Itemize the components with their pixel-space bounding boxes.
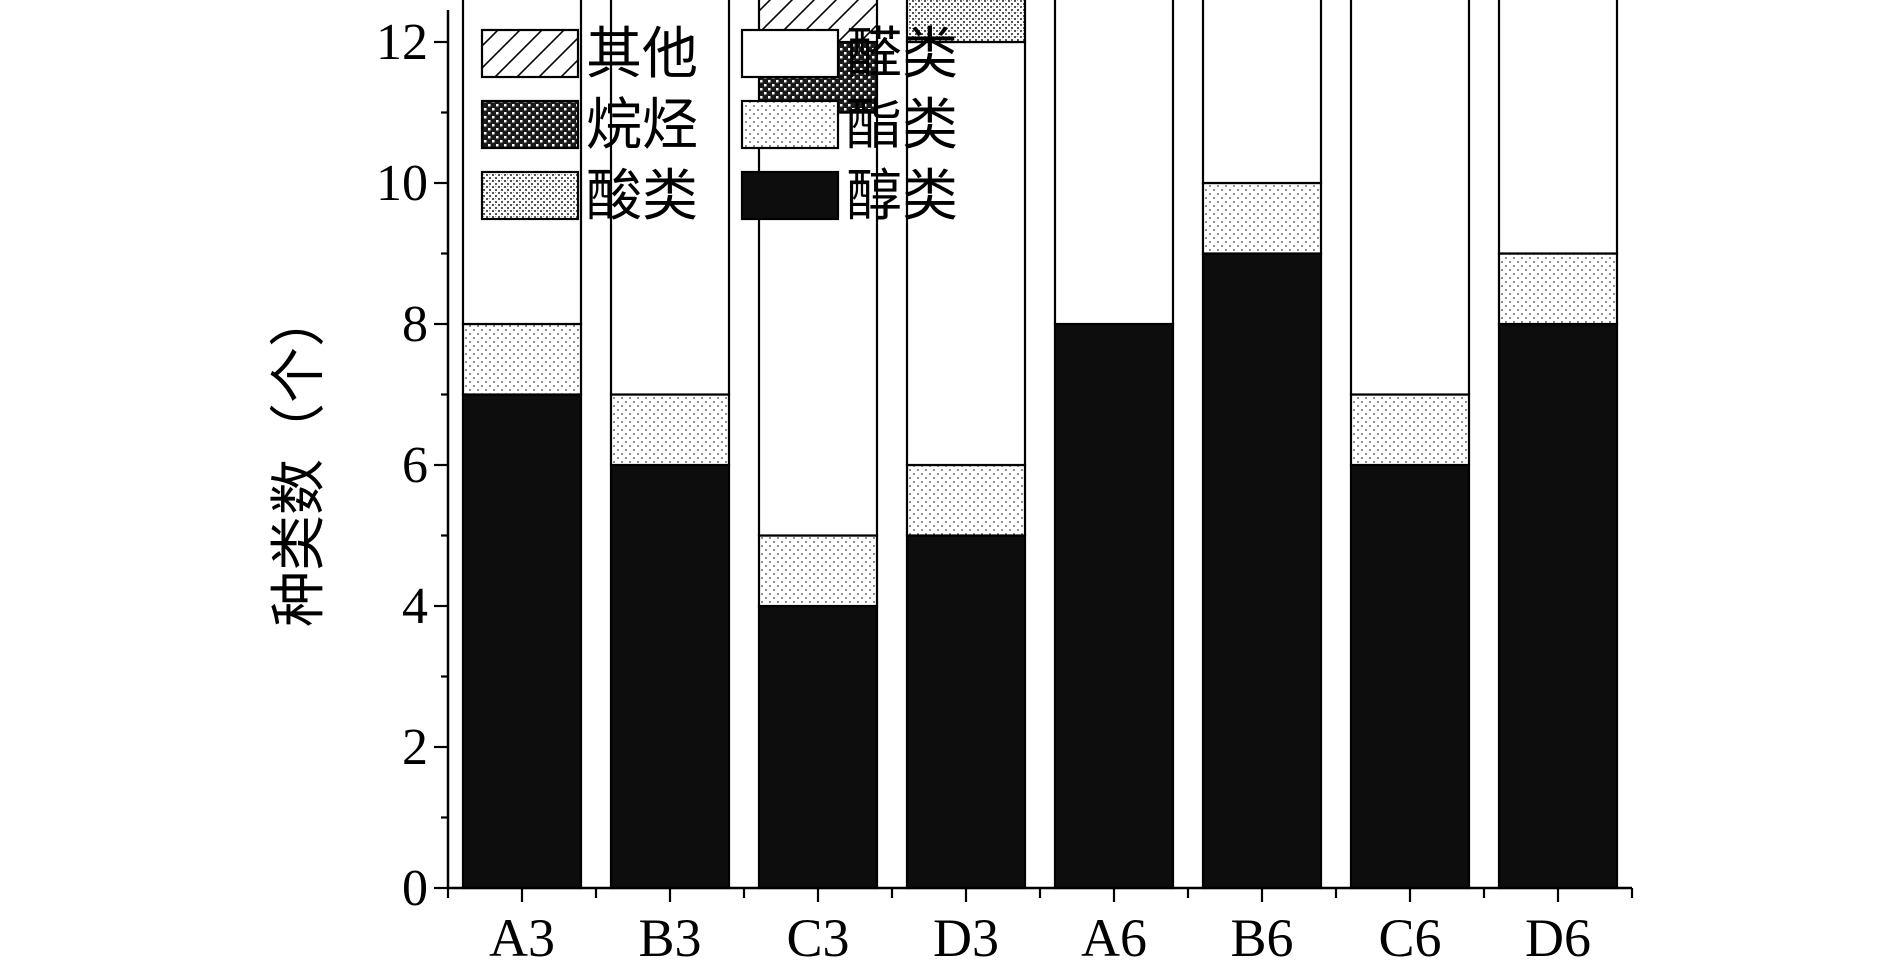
bar-segment-c6-醇类 bbox=[1349, 463, 1471, 890]
bar-segment-a3-醇类 bbox=[461, 393, 583, 890]
bar-stack-b3 bbox=[609, 0, 731, 890]
bar-stack-d3 bbox=[905, 0, 1027, 890]
legend-label: 酯类 bbox=[846, 93, 958, 158]
legend-label: 醇类 bbox=[846, 164, 958, 229]
x-tick-label-a6: A6 bbox=[1081, 908, 1147, 968]
legend-label: 酸类 bbox=[586, 164, 698, 229]
bar-stack-c6 bbox=[1349, 0, 1471, 890]
y-tick-label-0: 0 bbox=[402, 860, 428, 917]
legend-swatch bbox=[740, 28, 840, 79]
bar-segment-a3-酯类 bbox=[461, 322, 583, 396]
y-tick-label-6: 6 bbox=[402, 437, 428, 494]
bar-segment-d6-醇类 bbox=[1497, 322, 1619, 890]
legend-item-酸类: 酸类 bbox=[480, 164, 698, 229]
bar-segment-c3-酯类 bbox=[757, 534, 879, 608]
legend-swatch bbox=[740, 170, 840, 221]
bar-segment-b3-醇类 bbox=[609, 463, 731, 890]
bar-segment-d3-醇类 bbox=[905, 534, 1027, 890]
bar-segment-c6-醛类 bbox=[1349, 0, 1471, 396]
legend-item-醛类: 醛类 bbox=[740, 22, 958, 87]
legend-item-烷烃: 烷烃 bbox=[480, 93, 698, 158]
x-tick-label-b3: B3 bbox=[638, 908, 701, 968]
bar-segment-b3-酯类 bbox=[609, 393, 731, 467]
y-tick-label-4: 4 bbox=[402, 578, 428, 635]
legend-swatch bbox=[480, 99, 580, 150]
x-tick-label-c6: C6 bbox=[1378, 908, 1441, 968]
legend-label: 烷烃 bbox=[586, 93, 698, 158]
legend-item-其他: 其他 bbox=[480, 22, 698, 87]
bar-segment-d3-酯类 bbox=[905, 463, 1027, 537]
legend-swatch bbox=[480, 28, 580, 79]
y-tick-label-12: 12 bbox=[376, 14, 428, 71]
bar-segment-a6-醛类 bbox=[1053, 0, 1175, 326]
x-tick-label-c3: C3 bbox=[786, 908, 849, 968]
y-axis-title: 种类数（个） bbox=[267, 291, 332, 627]
bar-segment-b3-醛类 bbox=[609, 0, 731, 396]
bar-segment-d6-酯类 bbox=[1497, 252, 1619, 326]
bar-segment-c3-醇类 bbox=[757, 604, 879, 890]
bar-segment-d6-醛类 bbox=[1497, 0, 1619, 255]
legend-swatch bbox=[480, 170, 580, 221]
bar-segment-b6-酯类 bbox=[1201, 181, 1323, 255]
x-tick-label-d3: D3 bbox=[933, 908, 999, 968]
legend-label: 其他 bbox=[586, 22, 698, 87]
bar-segment-c6-酯类 bbox=[1349, 393, 1471, 467]
x-tick-label-b6: B6 bbox=[1230, 908, 1293, 968]
x-tick-label-a3: A3 bbox=[489, 908, 555, 968]
legend-label: 醛类 bbox=[846, 22, 958, 87]
bar-segment-b6-醇类 bbox=[1201, 252, 1323, 890]
bar-stack-a6 bbox=[1053, 0, 1175, 890]
bar-segment-a6-醇类 bbox=[1053, 322, 1175, 890]
bar-segment-b6-醛类 bbox=[1201, 0, 1323, 185]
bar-segment-d3-醛类 bbox=[905, 40, 1027, 467]
bar-segment-d3-酸类 bbox=[905, 0, 1027, 44]
y-tick-label-10: 10 bbox=[376, 155, 428, 212]
y-tick-label-8: 8 bbox=[402, 296, 428, 353]
legend-swatch bbox=[740, 99, 840, 150]
bar-stack-d6 bbox=[1497, 0, 1619, 890]
x-tick-label-d6: D6 bbox=[1525, 908, 1591, 968]
legend-item-醇类: 醇类 bbox=[740, 164, 958, 229]
bar-stack-b6 bbox=[1201, 0, 1323, 890]
legend-item-酯类: 酯类 bbox=[740, 93, 958, 158]
y-tick-label-2: 2 bbox=[402, 719, 428, 776]
